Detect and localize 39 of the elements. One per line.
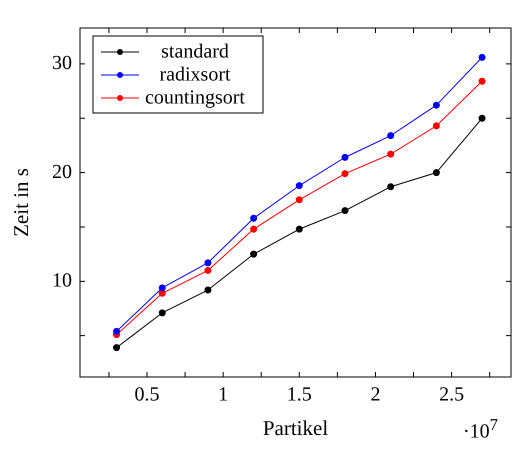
point — [478, 54, 486, 61]
x-tick-label: 1 — [218, 383, 228, 406]
point — [113, 328, 120, 335]
y-tick-label: 20 — [52, 160, 72, 183]
x-tick-label: 1.5 — [286, 383, 312, 406]
x-tick-label: 2.5 — [439, 383, 464, 406]
x-axis-title: Partikel — [262, 416, 328, 440]
x-tick-label: 0.5 — [134, 383, 160, 406]
point — [432, 169, 440, 176]
point — [478, 114, 486, 122]
point — [204, 286, 212, 294]
point — [478, 78, 486, 85]
legend-label: standard — [161, 40, 229, 62]
point — [113, 344, 120, 352]
y-tick-label: 30 — [52, 52, 72, 74]
point — [204, 259, 212, 266]
point — [296, 182, 303, 190]
y-tick-label: 10 — [52, 270, 72, 292]
point — [387, 183, 394, 190]
point — [341, 154, 348, 161]
point — [296, 226, 303, 233]
point — [250, 214, 258, 222]
y-axis-title: Zeit in s — [9, 168, 34, 237]
point — [250, 250, 258, 258]
legend-label: radixsort — [159, 63, 231, 86]
point — [158, 284, 166, 292]
point — [432, 102, 440, 109]
point — [341, 207, 348, 214]
point — [387, 132, 394, 140]
point — [341, 170, 348, 178]
legend-label: countingsort — [144, 86, 246, 108]
point — [296, 196, 303, 204]
point — [432, 122, 440, 130]
point — [158, 309, 166, 316]
point — [250, 226, 258, 233]
x-tick-label: 2 — [370, 383, 380, 406]
text: ·10$^{7}$ — [463, 415, 498, 444]
point — [204, 266, 212, 274]
point — [387, 150, 394, 158]
